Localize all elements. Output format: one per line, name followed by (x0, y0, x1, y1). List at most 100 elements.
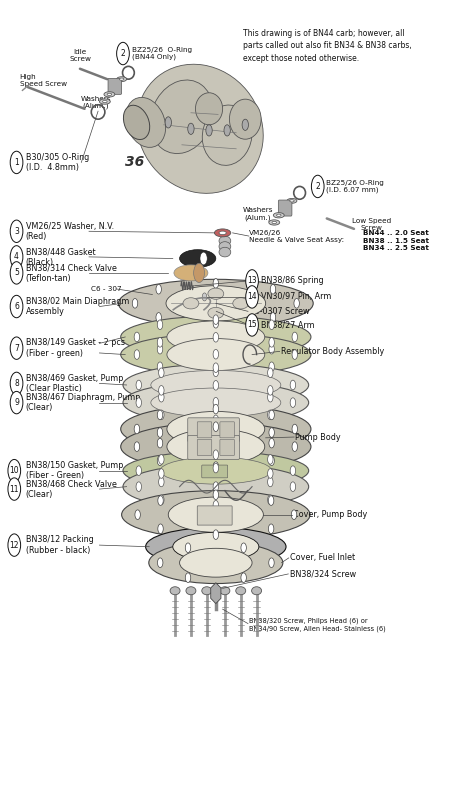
Ellipse shape (137, 64, 263, 193)
Circle shape (10, 337, 23, 359)
Circle shape (8, 534, 21, 557)
Circle shape (156, 285, 161, 294)
Circle shape (188, 124, 194, 135)
Ellipse shape (251, 587, 262, 595)
Circle shape (134, 424, 140, 434)
FancyBboxPatch shape (188, 418, 240, 442)
Ellipse shape (151, 371, 281, 399)
Ellipse shape (208, 307, 224, 318)
Ellipse shape (149, 542, 283, 584)
Ellipse shape (166, 286, 266, 321)
Text: BZ25/26 O-Ring
(I.D. 6.07 mm): BZ25/26 O-Ring (I.D. 6.07 mm) (326, 180, 384, 193)
Text: BN38/27 Arm: BN38/27 Arm (261, 321, 314, 330)
Circle shape (185, 543, 191, 553)
Circle shape (136, 398, 142, 407)
Circle shape (200, 252, 207, 265)
Circle shape (213, 350, 218, 359)
FancyBboxPatch shape (197, 422, 212, 438)
Ellipse shape (277, 214, 281, 217)
Text: This drawing is of BN44 carb; however, all
parts called out also fit BN34 & BN38: This drawing is of BN44 carb; however, a… (243, 29, 412, 63)
Circle shape (10, 391, 23, 414)
Ellipse shape (117, 77, 126, 82)
Text: 2: 2 (316, 182, 320, 191)
Ellipse shape (119, 279, 313, 327)
Ellipse shape (269, 220, 280, 225)
Circle shape (213, 490, 218, 500)
Ellipse shape (180, 249, 216, 267)
Circle shape (158, 392, 164, 402)
Circle shape (269, 456, 274, 465)
Text: C6 - 307: C6 - 307 (91, 286, 122, 292)
Ellipse shape (220, 587, 230, 595)
Circle shape (135, 510, 140, 520)
Circle shape (158, 386, 164, 395)
Circle shape (269, 427, 274, 437)
Text: 5: 5 (14, 269, 19, 277)
Circle shape (202, 293, 207, 301)
Text: B30/305 O-Ring
(I.D.  4.8mm): B30/305 O-Ring (I.D. 4.8mm) (26, 152, 89, 172)
Ellipse shape (123, 382, 309, 423)
Circle shape (292, 424, 298, 434)
Ellipse shape (167, 338, 265, 371)
Ellipse shape (167, 411, 265, 447)
Ellipse shape (202, 587, 212, 595)
Ellipse shape (174, 265, 208, 281)
Ellipse shape (167, 321, 265, 353)
Text: VN30/97 Pin, Arm: VN30/97 Pin, Arm (261, 293, 331, 302)
Circle shape (246, 314, 258, 336)
Text: BN38/149 Gasket - 2 pcs
(Fiber - green): BN38/149 Gasket - 2 pcs (Fiber - green) (26, 338, 125, 358)
Text: BN38/314 Check Valve
(Teflon-tan): BN38/314 Check Valve (Teflon-tan) (26, 263, 116, 282)
Text: 1: 1 (14, 158, 19, 167)
Ellipse shape (167, 429, 265, 464)
Ellipse shape (170, 587, 180, 595)
Circle shape (213, 318, 218, 328)
Circle shape (246, 269, 258, 292)
Ellipse shape (121, 316, 311, 358)
Ellipse shape (183, 298, 199, 309)
Circle shape (291, 510, 297, 520)
Ellipse shape (99, 99, 110, 104)
Circle shape (194, 263, 205, 282)
Circle shape (213, 404, 218, 414)
Circle shape (213, 462, 218, 472)
FancyBboxPatch shape (220, 439, 234, 456)
Circle shape (136, 380, 142, 390)
Ellipse shape (186, 587, 196, 595)
Circle shape (290, 466, 295, 476)
Ellipse shape (236, 587, 246, 595)
Ellipse shape (202, 105, 252, 165)
Text: Low Speed
Screw: Low Speed Screw (352, 218, 391, 232)
Text: BN38/86 Spring: BN38/86 Spring (261, 277, 323, 286)
Circle shape (136, 482, 142, 492)
Circle shape (213, 380, 218, 390)
Circle shape (158, 410, 164, 419)
Circle shape (224, 125, 230, 136)
FancyBboxPatch shape (108, 79, 122, 95)
Circle shape (290, 398, 295, 407)
Circle shape (267, 468, 273, 478)
Circle shape (267, 410, 273, 419)
Ellipse shape (125, 97, 166, 148)
Circle shape (157, 362, 163, 371)
Text: BN38/324 Screw: BN38/324 Screw (289, 569, 356, 578)
Text: BN38/320 Screw, Philps Head (6) or
BN34/90 Screw, Allen Head- Stainless (6): BN38/320 Screw, Philps Head (6) or BN34/… (249, 618, 386, 633)
Ellipse shape (196, 93, 223, 125)
Circle shape (157, 427, 163, 437)
Ellipse shape (121, 405, 311, 453)
Circle shape (270, 313, 276, 322)
Circle shape (157, 410, 163, 419)
Circle shape (157, 456, 163, 465)
Circle shape (136, 466, 142, 476)
Circle shape (267, 477, 273, 487)
Circle shape (292, 332, 298, 342)
Circle shape (134, 350, 140, 359)
Ellipse shape (121, 334, 311, 375)
Text: Cover, Pump Body: Cover, Pump Body (293, 510, 367, 519)
Circle shape (267, 495, 273, 504)
Ellipse shape (104, 91, 115, 97)
Ellipse shape (219, 247, 231, 257)
Circle shape (158, 455, 164, 464)
Ellipse shape (287, 198, 297, 203)
FancyBboxPatch shape (220, 422, 234, 438)
Circle shape (10, 245, 23, 268)
